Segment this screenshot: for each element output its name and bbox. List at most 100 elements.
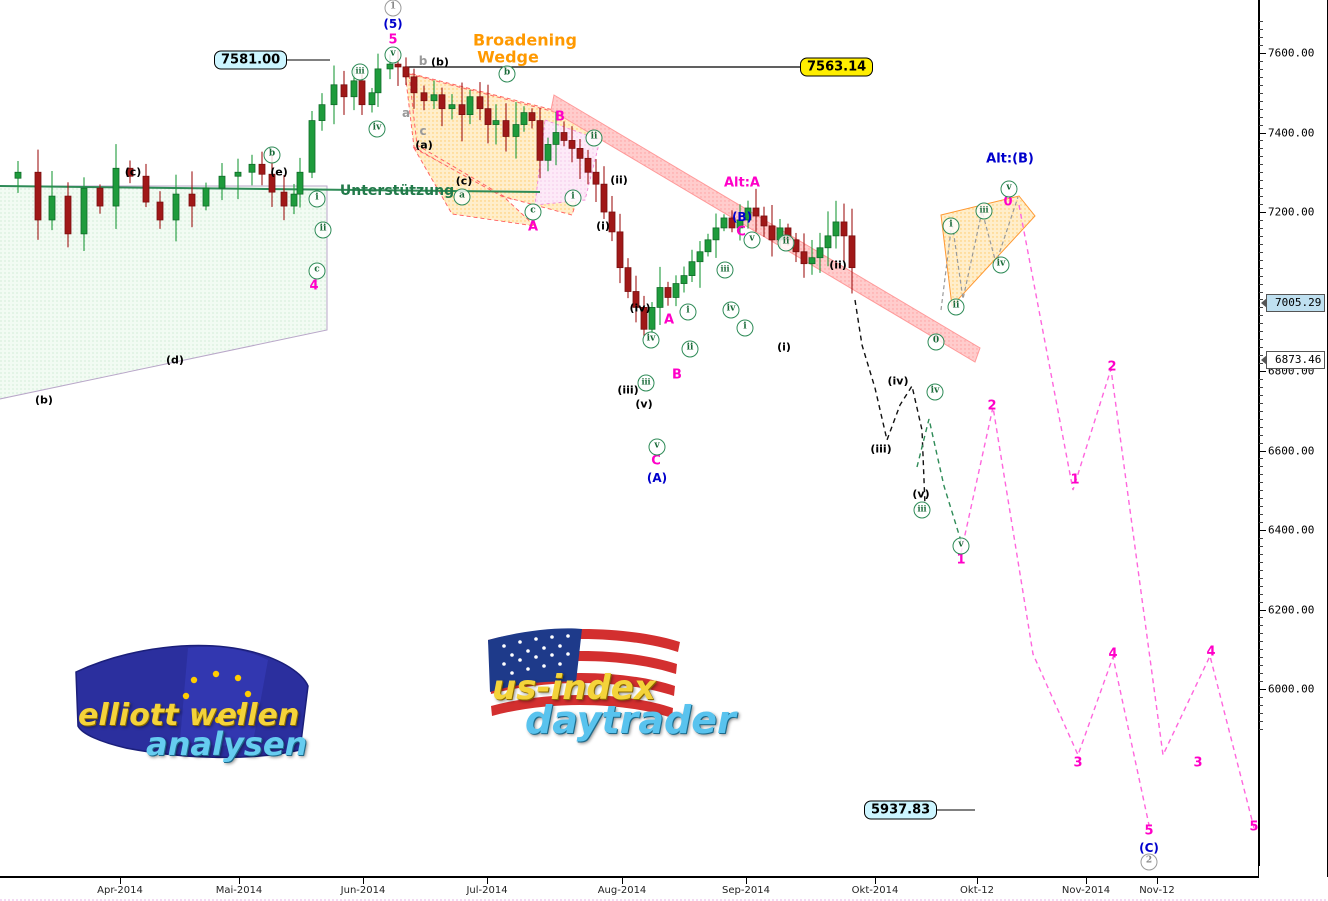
projection-magenta-path-1 [960,406,1150,826]
price-tick-minor [1259,490,1263,492]
candle-body [358,80,366,106]
price-tick-minor [1259,625,1263,627]
candle-body [350,80,358,98]
price-tick-minor [1259,100,1263,102]
price-tick-minor [1259,458,1263,460]
candle-body [800,251,808,265]
price-tick [1259,609,1266,611]
price-tick-label: 7200.00 [1268,205,1315,219]
price-tick-minor [1259,514,1263,516]
candle-body [318,104,326,121]
price-tick-minor [1259,466,1263,468]
time-tick-label: Jun-2014 [340,885,386,896]
candle-body [126,167,134,177]
price-tick-minor [1259,76,1263,78]
time-axis[interactable]: Apr-2014 Mai-2014 Jun-2014 Jul-2014 Aug-2014… [0,877,1328,901]
price-flag-5937[interactable]: 5937.83 [864,800,938,820]
candle-body [172,193,180,221]
price-tick-minor [1259,720,1263,722]
price-tick-minor [1259,601,1263,603]
candle-body [296,171,304,195]
price-tick-minor [1259,657,1263,659]
candle-body [752,207,760,217]
time-tick [239,877,240,884]
candle-body [188,193,196,207]
price-tick-minor [1259,641,1263,643]
price-tick-minor [1259,116,1263,118]
price-tick-minor [1259,704,1263,706]
candle-body [648,306,656,330]
time-tick [875,877,876,884]
price-tick-minor [1259,251,1263,253]
projected-wedge-zone [940,195,1036,308]
price-tick-minor [1259,386,1263,388]
price-tick-minor [1259,45,1263,47]
candle-body [608,211,616,233]
price-tick-minor [1259,506,1263,508]
candle-body [234,171,242,177]
candle-body [824,235,832,249]
candle-body [96,187,104,207]
price-tick-minor [1259,259,1263,261]
price-tick-minor [1259,275,1263,277]
price-flag-7563[interactable]: 7563.14 [800,57,874,77]
price-tick-minor [1259,283,1263,285]
price-tick-minor [1259,124,1263,126]
price-flag-7581[interactable]: 7581.00 [214,50,288,70]
candle-body [736,219,744,229]
price-tick [1259,530,1266,531]
price-tick-minor [1259,649,1263,651]
candle-body [290,193,298,207]
candle-body [14,171,22,179]
candle-body [760,215,768,227]
time-tick-label: Nov-12 [1139,885,1175,896]
candle-body [430,94,438,102]
price-tick-minor [1259,593,1263,595]
projection-magenta-path-2 [1018,204,1255,829]
price-tick-minor [1259,339,1263,341]
candlestick-series [14,50,856,337]
price-tick-minor [1259,418,1263,420]
candle-body [728,217,736,229]
candle-body [744,207,752,221]
candle-body [840,221,848,237]
time-tick [487,877,488,884]
candle-body [308,120,316,173]
price-tick-minor [1259,577,1263,579]
price-tick-label: 7600.00 [1268,46,1315,60]
price-tick-minor [1259,442,1263,444]
time-tick-label: Apr-2014 [97,885,143,896]
candle-body [520,112,528,125]
price-tick-minor [1259,29,1263,31]
price-axis[interactable]: 7600.00 7400.00 7200.00 6800.00 6600.00 6400.… [1259,0,1328,877]
price-tick-minor [1259,164,1263,166]
price-tick-minor [1259,315,1263,317]
candle-body [48,195,56,221]
logo-eu-line2: analysen [146,725,308,763]
candle-body [696,251,704,263]
time-tick [1086,877,1087,884]
price-tick-minor [1259,243,1263,245]
price-tick [1259,689,1266,690]
price-tick [1259,450,1266,452]
candle-body [386,63,394,70]
price-tick-minor [1259,227,1263,229]
candle-body [552,132,560,145]
axis-tag-6873: 6873.46 [1260,351,1326,369]
price-tick-minor [1259,434,1263,436]
price-tick [1259,53,1266,54]
candle-body [484,108,492,125]
logo-us-index-daytrader: us-index daytrader [470,620,770,750]
candle-body [156,201,164,221]
price-tick-minor [1259,60,1263,62]
price-tick-minor [1259,148,1263,150]
candle-body [258,163,266,175]
time-tick-label: Mai-2014 [215,885,263,896]
price-tick-minor [1259,84,1263,86]
projection-black-path [854,299,926,506]
price-tick-minor [1259,21,1263,23]
axis-spine [1259,0,1260,866]
price-tick-minor [1259,522,1263,524]
candle-body [410,76,418,94]
time-axis-rule [0,877,1259,878]
